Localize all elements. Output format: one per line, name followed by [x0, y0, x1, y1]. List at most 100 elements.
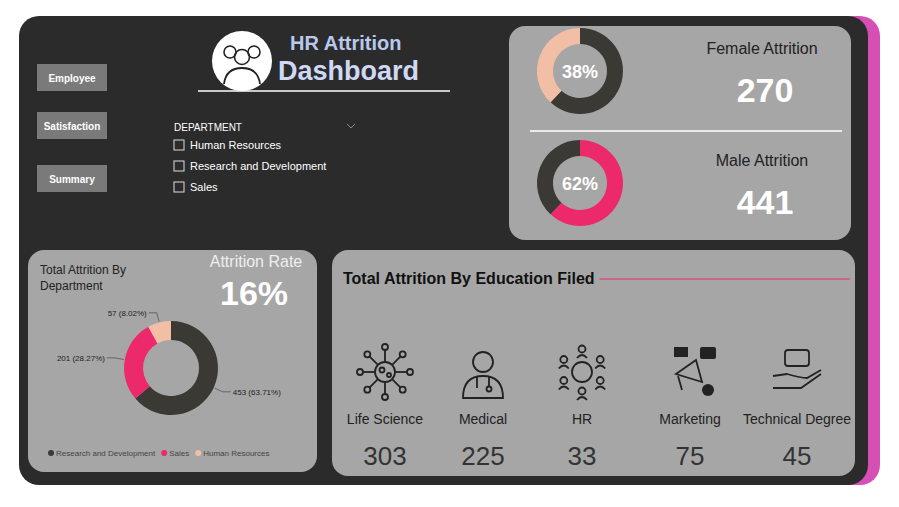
- icon-part: [400, 351, 406, 357]
- filter-option: Sales: [190, 181, 218, 193]
- icon-part: [678, 376, 682, 390]
- icon: [357, 344, 413, 400]
- icon-part: [364, 387, 370, 393]
- icon-part: [700, 347, 716, 359]
- item-value: 303: [363, 441, 406, 471]
- icon: [559, 346, 605, 401]
- data-label: 201 (28.27%): [57, 354, 105, 363]
- icon-part: [382, 344, 388, 350]
- icon-part: [559, 366, 569, 369]
- button-label: Satisfaction: [44, 121, 101, 132]
- icon-part: [572, 362, 592, 382]
- leader: [149, 313, 159, 322]
- icon-part: [559, 387, 569, 390]
- icon-part: [369, 356, 377, 364]
- education-item: Life Science303: [347, 344, 423, 471]
- filter-option: Human Resources: [190, 139, 282, 151]
- icon-head: [235, 50, 250, 65]
- donut: [124, 321, 218, 415]
- nav-button[interactable]: Employee: [37, 64, 107, 91]
- icon-part: [369, 379, 377, 387]
- center-label: 38%: [562, 62, 598, 82]
- icon-part: [702, 384, 714, 396]
- icon-part: [473, 352, 493, 372]
- button-bg[interactable]: [37, 165, 107, 192]
- item-value: 33: [568, 441, 597, 471]
- leader: [215, 388, 231, 392]
- icon-part: [382, 394, 388, 400]
- item-label: Technical Degree: [743, 411, 851, 427]
- header-rule: [198, 90, 450, 92]
- button-bg[interactable]: [37, 64, 107, 91]
- icon-part: [375, 362, 395, 382]
- button-bg[interactable]: [37, 112, 107, 139]
- legend-label: Research and Development: [56, 449, 156, 458]
- gender-panel: 38%Female Attrition27062%Male Attrition4…: [509, 26, 851, 240]
- icon: [674, 347, 716, 396]
- legend-label: Sales: [169, 449, 189, 458]
- icon-part: [363, 371, 375, 373]
- panel-bg: [28, 250, 317, 472]
- subtitle: Dashboard: [278, 56, 419, 86]
- kpi-value: 16%: [220, 274, 288, 312]
- data-label: 453 (63.71%): [233, 388, 281, 397]
- icon: [463, 352, 503, 398]
- item-label: HR: [572, 411, 592, 427]
- icon-part: [487, 387, 492, 392]
- legend-label: Human Resources: [203, 449, 269, 458]
- leader: [107, 358, 124, 360]
- icon-part: [380, 368, 385, 373]
- donut: [537, 140, 623, 226]
- nav-button[interactable]: Satisfaction: [37, 112, 107, 139]
- kpi-label: Female Attrition: [706, 40, 817, 57]
- item-label: Medical: [459, 411, 507, 427]
- panel-bg: [509, 26, 851, 240]
- panel-title: Total Attrition By Education Filed: [343, 270, 595, 287]
- legend-swatch: [195, 450, 201, 456]
- icon-part: [597, 356, 604, 363]
- icon-part: [384, 350, 386, 362]
- icon-part: [407, 369, 413, 375]
- donut: [537, 28, 623, 114]
- legend-swatch: [161, 450, 167, 456]
- item-value: 225: [461, 441, 504, 471]
- icon-part: [595, 387, 605, 390]
- item-value: 45: [783, 441, 812, 471]
- icon-part: [595, 366, 605, 369]
- item-value: 75: [676, 441, 705, 471]
- icon-body: [224, 68, 260, 84]
- kpi-label: Attrition Rate: [210, 253, 303, 270]
- data-label: 57 (8.02%): [108, 309, 147, 318]
- education-item: Medical 225: [459, 352, 507, 471]
- icon-part: [676, 360, 702, 382]
- button-label: Employee: [48, 73, 96, 84]
- icon-part: [579, 346, 586, 353]
- icon-part: [400, 387, 406, 393]
- checkbox[interactable]: [174, 182, 184, 192]
- icon-part: [364, 351, 370, 357]
- kpi-value: 441: [737, 183, 794, 221]
- center-label: 62%: [562, 174, 598, 194]
- chevron: [347, 124, 355, 128]
- icon-part: [577, 397, 587, 400]
- header: HR AttritionDashboard: [198, 31, 450, 91]
- legend-swatch: [48, 450, 54, 456]
- education-item: HR 33: [559, 346, 605, 472]
- title-line: Total Attrition By: [40, 263, 126, 277]
- checkbox[interactable]: [174, 140, 184, 150]
- dashboard: HR AttritionDashboard Employee Satisfactio…: [0, 0, 899, 507]
- divider: [530, 130, 842, 132]
- slice: [124, 327, 157, 399]
- panel-title: Total Attrition By Department: [40, 263, 126, 293]
- icon-part: [674, 347, 688, 357]
- checkbox[interactable]: [174, 161, 184, 171]
- slice: [148, 321, 171, 343]
- title-rule: [600, 278, 850, 279]
- icon-part: [384, 382, 386, 394]
- kpi-value: 270: [737, 71, 794, 109]
- title-line: Department: [40, 279, 103, 293]
- nav-button[interactable]: Summary: [37, 165, 107, 192]
- filter-option: Research and Development: [190, 160, 326, 172]
- icon-part: [395, 371, 407, 373]
- header-icon: [212, 31, 272, 91]
